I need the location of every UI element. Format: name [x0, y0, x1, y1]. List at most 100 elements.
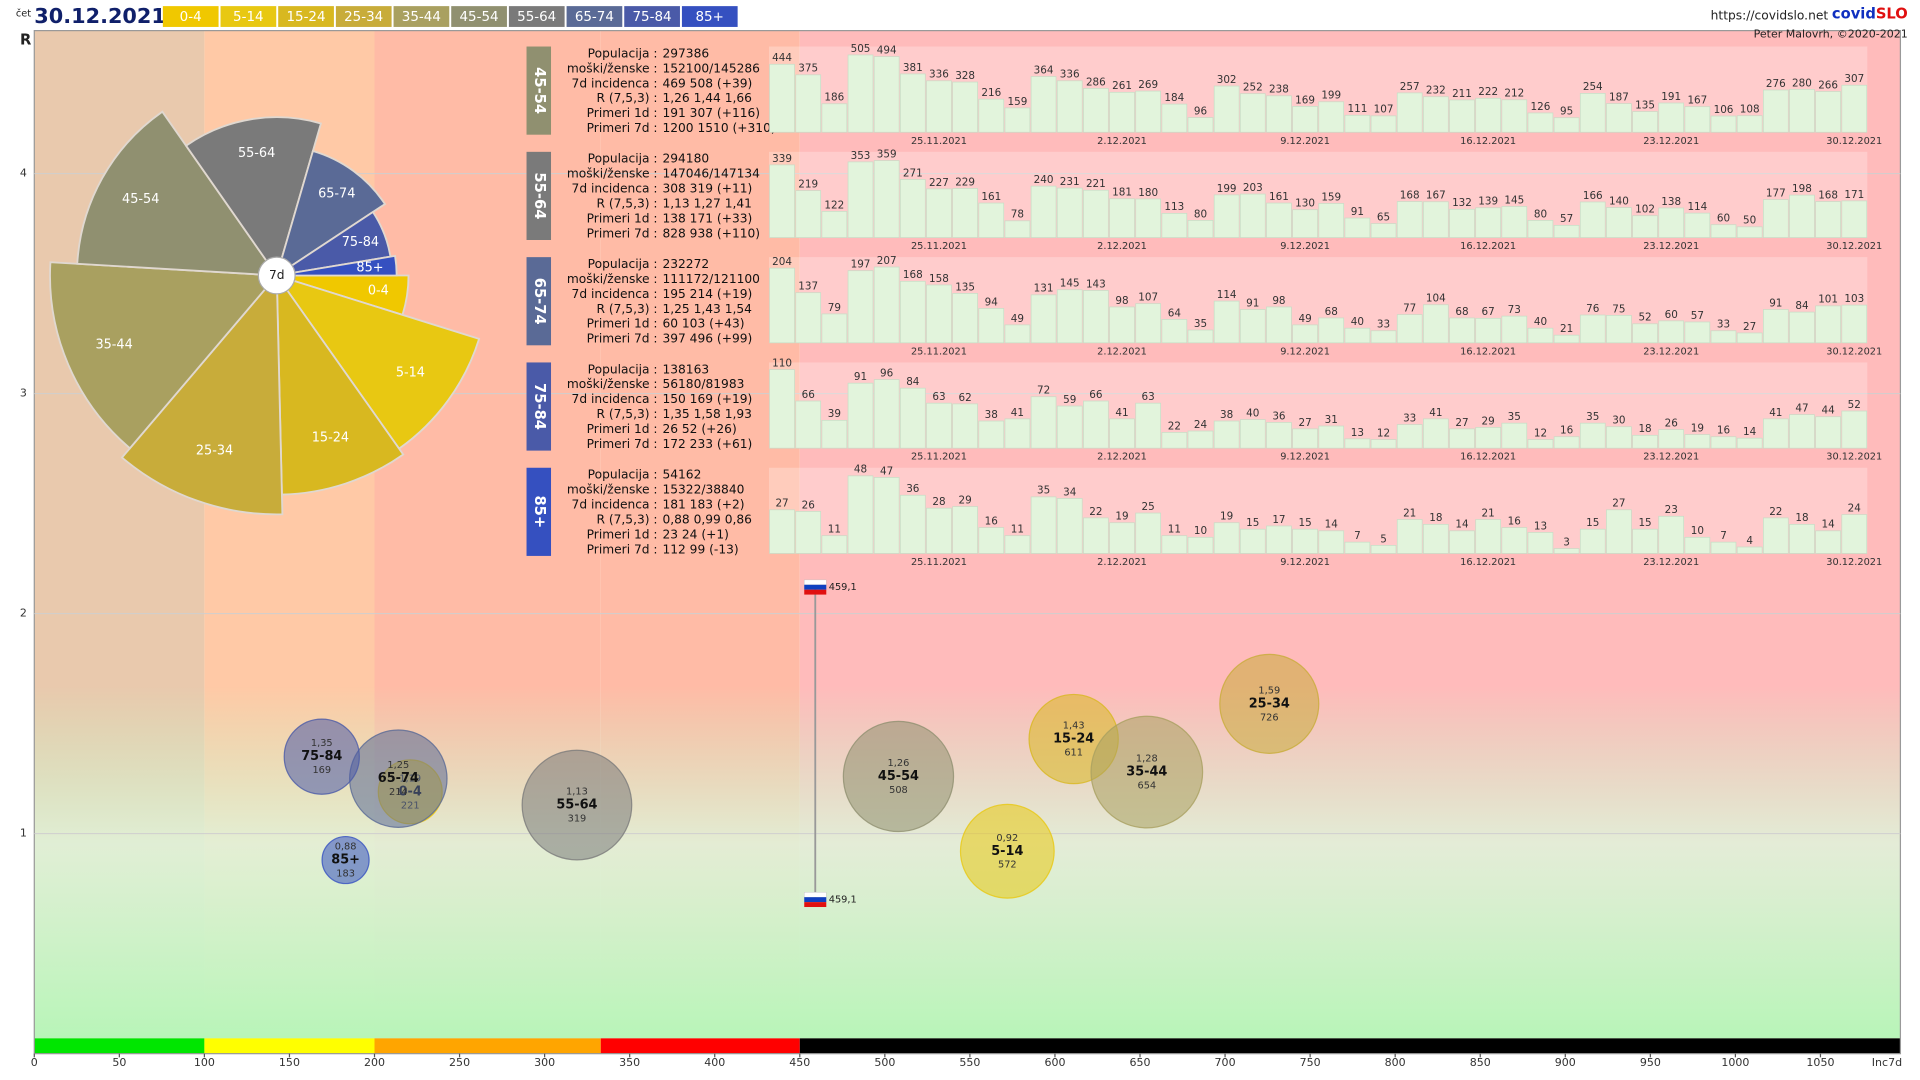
legend-swatch	[335, 6, 392, 27]
bar-label: 137	[798, 281, 818, 293]
info-value: 232272	[662, 257, 709, 271]
bar-label: 5	[1380, 533, 1387, 545]
bar-label: 19	[1115, 511, 1128, 523]
legend-swatch	[451, 6, 507, 27]
bar	[1475, 519, 1501, 554]
bar	[899, 73, 926, 133]
x-tick-label: 9.12.2021	[1280, 557, 1330, 568]
bar-label: 171	[1844, 189, 1864, 201]
bar	[1762, 89, 1789, 133]
bar-label: 66	[802, 389, 815, 401]
bar-label: 27	[1455, 417, 1468, 429]
x-tick-label: 23.12.2021	[1643, 557, 1699, 568]
rose-center	[257, 256, 296, 295]
bar-label: 14	[1455, 519, 1469, 531]
bar	[795, 190, 822, 238]
bar-label: 211	[1452, 88, 1472, 100]
bar	[1449, 317, 1475, 344]
bar-label: 44	[1822, 405, 1836, 417]
bar	[769, 63, 795, 133]
bar-label: 161	[1269, 191, 1289, 203]
bar	[926, 188, 952, 238]
info-label: Primeri 1d :	[587, 211, 658, 225]
info-label: Primeri 7d :	[587, 437, 658, 451]
bar-label: 140	[1609, 195, 1629, 207]
bar-label: 7	[1720, 530, 1727, 542]
flag-blue	[804, 584, 827, 590]
bar-label: 66	[1089, 389, 1102, 401]
bar-label: 57	[1691, 310, 1704, 322]
bubble-r-label: 1,28	[1136, 754, 1158, 765]
bar	[1344, 541, 1371, 554]
legend-swatch	[681, 6, 738, 27]
flag-blue	[804, 897, 827, 903]
x-tick-label: 30.12.2021	[1826, 241, 1882, 252]
bar	[1632, 111, 1658, 133]
bar	[1396, 201, 1423, 238]
info-label: Populacija :	[588, 152, 658, 166]
bar-label: 49	[1298, 313, 1311, 325]
bar	[1527, 327, 1554, 344]
author: Peter Malovrh, ©2020-2021	[1754, 27, 1908, 40]
bubble-r-label: 1,13	[566, 787, 588, 798]
bubble	[321, 835, 370, 885]
bar-label: 95	[1560, 106, 1573, 118]
bar-label: 29	[1482, 415, 1495, 427]
panel-plot	[768, 46, 1868, 133]
x-tick-label: 900	[1555, 1056, 1576, 1069]
bar-label: 24	[1194, 419, 1208, 431]
bar	[1318, 203, 1345, 238]
bar-label: 84	[906, 376, 920, 388]
panel-tag	[526, 151, 552, 240]
bar-label: 145	[1504, 194, 1524, 206]
info-label: 7d incidenca :	[572, 497, 658, 511]
bar-label: 22	[1769, 506, 1782, 518]
bar-label: 212	[1504, 88, 1524, 100]
bar	[978, 202, 1005, 238]
bar	[1213, 420, 1240, 449]
bubble	[283, 718, 360, 795]
bar	[978, 98, 1005, 133]
bar	[1684, 536, 1711, 554]
x-tick-label: 2.12.2021	[1097, 241, 1147, 252]
bar	[926, 284, 952, 344]
bar-label: 167	[1687, 95, 1707, 107]
bar-label: 3	[1563, 536, 1570, 548]
info-label: R (7,5,3) :	[596, 197, 657, 211]
bar-label: 10	[1194, 525, 1207, 537]
bar-label: 33	[1717, 319, 1730, 331]
bar	[1579, 93, 1606, 133]
bubble-r-label: 0,88	[335, 842, 357, 853]
bar	[1501, 99, 1528, 133]
bar-label: 41	[1115, 407, 1128, 419]
bar-label: 67	[1482, 306, 1495, 318]
bar	[1527, 439, 1554, 449]
bar-label: 50	[1743, 215, 1756, 227]
x-tick-label: 23.12.2021	[1643, 241, 1699, 252]
bar-label: 59	[1063, 394, 1076, 406]
bubble-x-label: 508	[889, 785, 908, 796]
bar	[1762, 418, 1789, 449]
bar-label: 76	[1586, 303, 1599, 315]
legend-label: 15-24	[286, 10, 325, 25]
bar	[1056, 289, 1083, 344]
bar	[1083, 88, 1109, 133]
info-value: 195 214 (+19)	[662, 287, 752, 301]
bar	[1423, 418, 1449, 449]
bar	[1318, 317, 1345, 344]
bar	[1266, 95, 1292, 133]
bar-label: 199	[1217, 183, 1237, 195]
bar-label: 96	[880, 367, 893, 379]
bar	[1187, 430, 1214, 449]
info-value: 1,25 1,43 1,54	[662, 302, 752, 316]
legend-swatch	[393, 6, 450, 27]
bar-label: 280	[1792, 77, 1812, 89]
bar-label: 381	[903, 62, 923, 74]
bar-label: 16	[985, 515, 998, 527]
bar-label: 21	[1403, 507, 1416, 519]
brand-b: SLO	[1876, 6, 1908, 23]
rose-sector	[275, 149, 387, 278]
panel-plot	[768, 257, 1868, 343]
bar	[1710, 541, 1737, 554]
